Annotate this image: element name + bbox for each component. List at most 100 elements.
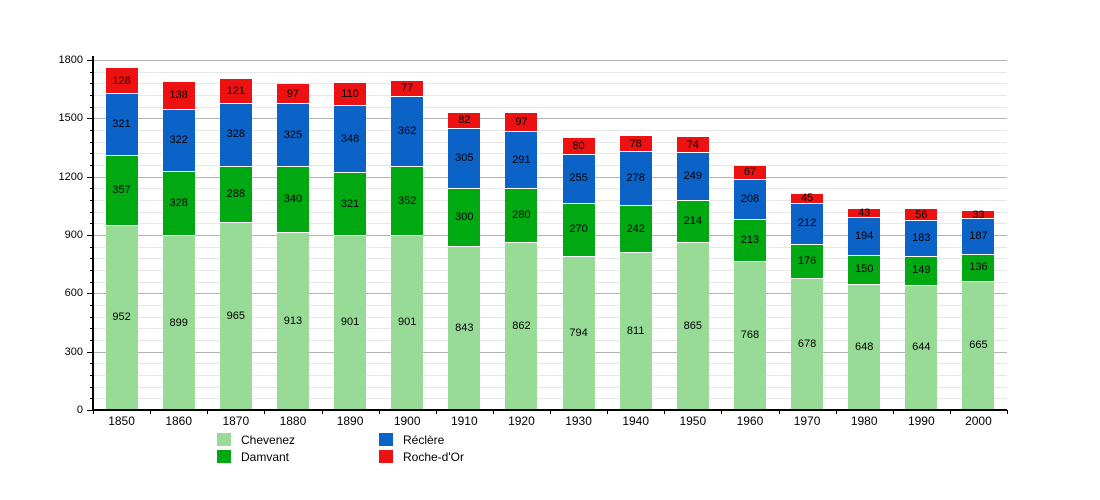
bar-segment-réclère — [448, 128, 481, 188]
bar-segment-roche-d'or — [962, 211, 995, 218]
bar-segment-réclère — [905, 220, 938, 256]
y-axis-tick-label: 0 — [76, 404, 83, 416]
bar-segment-chevenez — [276, 232, 309, 410]
x-axis-tick-label: 1920 — [508, 414, 535, 428]
bar-segment-damvant — [334, 172, 367, 235]
legend-label: Damvant — [241, 449, 290, 464]
y-minor-tick — [90, 153, 93, 155]
legend-swatch — [217, 433, 231, 446]
bar-segment-chevenez — [733, 260, 766, 410]
bar-value-label: 242 — [626, 222, 645, 235]
y-axis-tick-label: 1200 — [58, 170, 83, 183]
minor-gridline — [93, 200, 1007, 201]
bar-segment-roche-d'or — [562, 137, 595, 154]
bar-value-label: 865 — [683, 319, 702, 332]
bar-value-label: 33 — [972, 208, 985, 221]
bar-value-label: 56 — [915, 208, 928, 221]
bar-value-label: 352 — [398, 194, 417, 207]
legend-label: Chevenez — [241, 432, 296, 447]
bar-value-label: 194 — [855, 229, 874, 242]
minor-gridline — [93, 95, 1007, 96]
y-axis-tick-label: 1800 — [58, 54, 83, 66]
bar-value-label: 150 — [855, 263, 874, 276]
x-axis-tick-label: 1950 — [679, 414, 707, 428]
minor-gridline — [93, 386, 1007, 388]
bar-value-label: 97 — [286, 87, 300, 100]
bar-value-label: 288 — [226, 188, 245, 201]
bar-value-label: 305 — [455, 152, 474, 165]
bar-value-label: 965 — [226, 310, 245, 323]
bar-segment-chevenez — [619, 252, 652, 410]
minor-gridline — [93, 375, 1007, 376]
x-axis-tick-label: 1880 — [279, 414, 307, 428]
bar-segment-réclère — [276, 103, 309, 167]
x-axis-tick-label: 1850 — [108, 414, 135, 428]
bar-segment-damvant — [791, 243, 824, 279]
bar-value-label: 270 — [569, 223, 588, 236]
bar-value-label: 794 — [569, 326, 588, 339]
minor-gridline — [93, 211, 1007, 213]
bar-value-label: 183 — [912, 232, 931, 244]
x-axis-line — [92, 409, 1007, 411]
bar-segment-roche-d'or — [619, 136, 652, 152]
bar-value-label: 328 — [226, 128, 245, 141]
bar-value-label: 97 — [515, 115, 528, 128]
bar-value-label: 321 — [340, 197, 360, 210]
bar-segment-chevenez — [848, 284, 881, 410]
minor-gridline — [93, 258, 1007, 260]
y-axis-tick-label: 900 — [64, 229, 83, 241]
x-axis-tick — [550, 410, 551, 414]
x-axis-tick-label: 1960 — [736, 414, 764, 428]
x-axis-tick — [150, 410, 152, 414]
x-axis-tick — [435, 410, 437, 414]
minor-gridline — [93, 165, 1007, 166]
legend: Chevenez Damvant Réclère Roche-d'Or — [217, 431, 464, 465]
legend-swatch — [379, 433, 393, 446]
x-axis-tick-label: 1940 — [622, 414, 650, 428]
x-axis-tick — [321, 410, 323, 414]
x-axis-tick — [778, 410, 780, 414]
bar-value-label: 214 — [683, 215, 702, 227]
bar-segment-damvant — [162, 171, 195, 236]
bar-segment-damvant — [448, 187, 481, 247]
bar-segment-damvant — [733, 219, 766, 261]
bar-value-label: 138 — [169, 89, 188, 102]
y-minor-tick — [90, 340, 93, 341]
bar-segment-roche-d'or — [848, 208, 881, 218]
bar-segment-damvant — [391, 166, 424, 235]
bar-segment-damvant — [619, 205, 652, 253]
x-axis-tick — [892, 410, 894, 414]
bar-value-label: 678 — [797, 338, 817, 351]
y-minor-tick — [90, 281, 93, 283]
bar-segment-damvant — [562, 203, 595, 256]
y-minor-tick — [90, 141, 93, 143]
bar-segment-réclère — [562, 153, 595, 204]
bar-segment-roche-d'or — [276, 84, 309, 104]
major-gridline — [93, 351, 1007, 353]
bar-value-label: 212 — [797, 217, 817, 230]
y-major-tick — [87, 235, 93, 236]
bar-segment-réclère — [391, 95, 424, 167]
y-minor-tick — [90, 270, 93, 271]
bar-value-label: 862 — [512, 320, 531, 333]
x-axis-tick — [949, 410, 951, 414]
bar-segment-damvant — [219, 166, 252, 223]
y-minor-tick — [90, 305, 93, 306]
bar-value-label: 187 — [969, 230, 988, 243]
y-axis-tick-label: 1500 — [58, 112, 83, 125]
bar-value-label: 843 — [455, 322, 474, 335]
bar-value-label: 213 — [740, 233, 760, 246]
bar-value-label: 77 — [401, 82, 414, 95]
bar-segment-réclère — [733, 178, 766, 220]
x-axis-tick — [264, 410, 266, 414]
bar-segment-chevenez — [676, 241, 709, 410]
y-minor-tick — [90, 165, 93, 166]
minor-gridline — [93, 83, 1007, 85]
y-minor-tick — [90, 106, 93, 108]
bar-value-label: 768 — [740, 329, 760, 342]
x-axis-tick-label: 1990 — [907, 414, 935, 428]
bar-segment-chevenez — [391, 234, 424, 410]
x-axis-tick — [492, 410, 494, 414]
bar-segment-roche-d'or — [219, 79, 252, 103]
